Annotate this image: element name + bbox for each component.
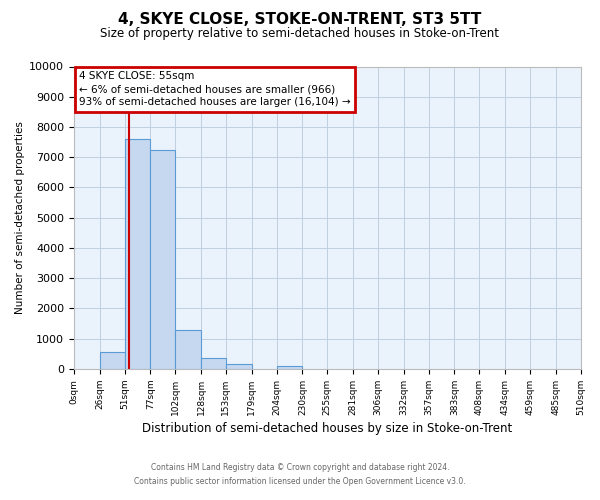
Bar [125, 139, 151, 369]
Bar [277, 366, 302, 369]
Text: Size of property relative to semi-detached houses in Stoke-on-Trent: Size of property relative to semi-detach… [101, 28, 499, 40]
Bar [175, 330, 201, 369]
Text: 4, SKYE CLOSE, STOKE-ON-TRENT, ST3 5TT: 4, SKYE CLOSE, STOKE-ON-TRENT, ST3 5TT [118, 12, 482, 28]
Bar [201, 358, 226, 369]
Text: Contains HM Land Registry data © Crown copyright and database right 2024.: Contains HM Land Registry data © Crown c… [151, 464, 449, 472]
Y-axis label: Number of semi-detached properties: Number of semi-detached properties [15, 122, 25, 314]
Text: Contains public sector information licensed under the Open Government Licence v3: Contains public sector information licen… [134, 477, 466, 486]
Text: 4 SKYE CLOSE: 55sqm
← 6% of semi-detached houses are smaller (966)
93% of semi-d: 4 SKYE CLOSE: 55sqm ← 6% of semi-detache… [79, 71, 350, 108]
Bar [151, 150, 175, 369]
Bar [226, 364, 251, 369]
Bar [100, 352, 125, 369]
X-axis label: Distribution of semi-detached houses by size in Stoke-on-Trent: Distribution of semi-detached houses by … [142, 422, 512, 435]
